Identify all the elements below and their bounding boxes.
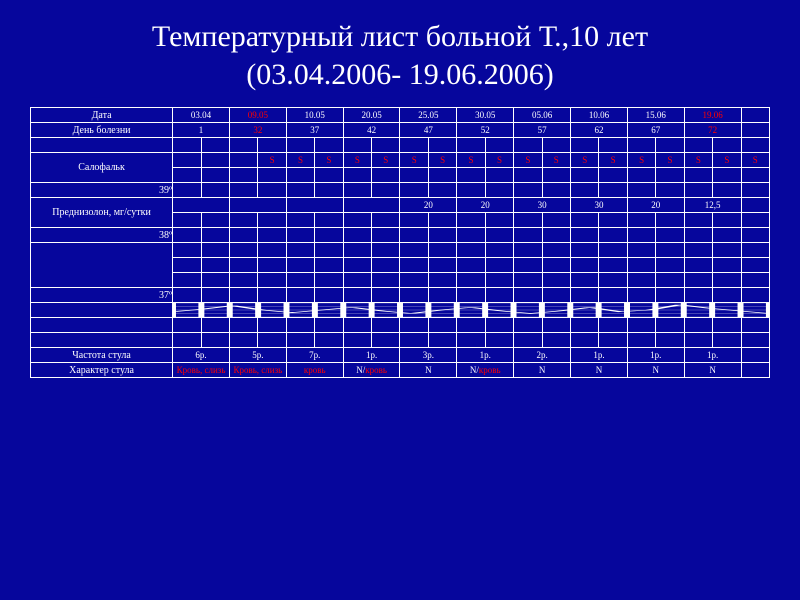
row-illness-day: День болезни [31, 123, 173, 138]
temperature-sheet: Дата03.0409.0510.0520.0525.0530.0505.061… [30, 107, 770, 378]
temp-38: 38º [31, 228, 173, 243]
row-stool-freq: Частота стула [31, 348, 173, 363]
temperature-chart [173, 303, 770, 318]
temp-37: 37º [31, 288, 173, 303]
row-prednisolone: Преднизолон, мг/сутки [31, 198, 173, 228]
slide-title: Температурный лист больной Т.,10 лет (03… [30, 18, 770, 93]
row-stool-char: Характер стула [31, 363, 173, 378]
temp-39: 39º [31, 183, 173, 198]
row-salofalk: Салофальк [31, 153, 173, 183]
row-date: Дата [31, 108, 173, 123]
